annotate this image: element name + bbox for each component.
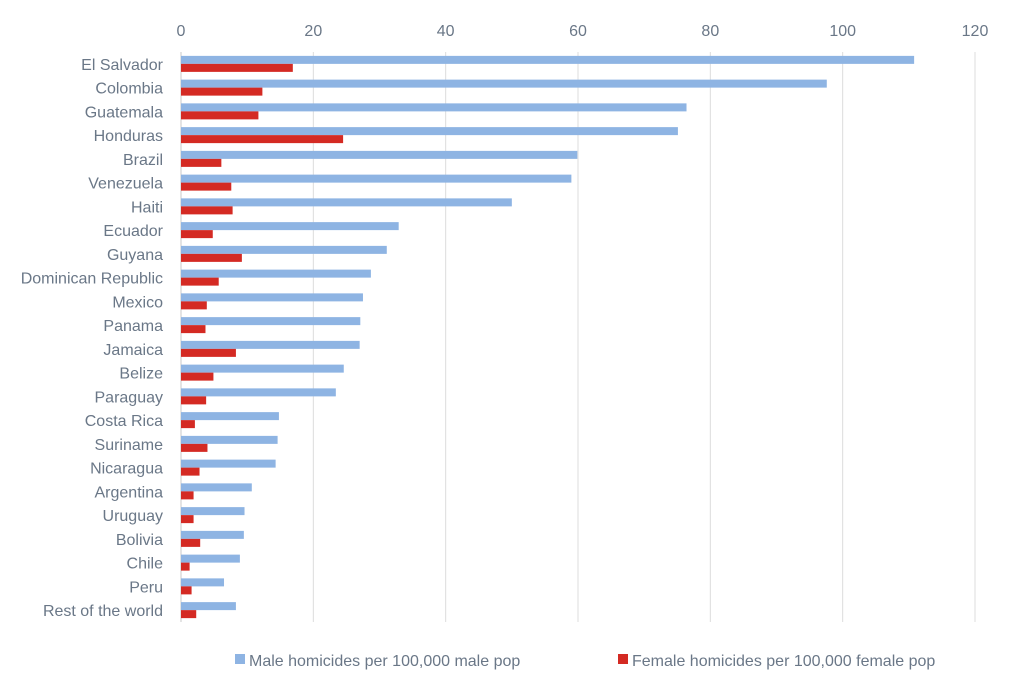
category-label: Argentina	[95, 484, 164, 501]
bar-male	[181, 530, 244, 539]
category-label: Nicaragua	[90, 461, 163, 478]
bar-female	[181, 491, 194, 500]
bar-male	[181, 435, 278, 444]
category-label: Suriname	[95, 437, 164, 454]
bar-female	[181, 158, 222, 167]
x-tick-label: 40	[437, 23, 455, 40]
category-label: Costa Rica	[85, 413, 163, 430]
x-axis-ticks: 0 20 40 60 80 100 120	[177, 23, 989, 40]
bar-female	[181, 111, 259, 120]
bar-male	[181, 127, 678, 136]
category-label: Bolivia	[116, 532, 163, 549]
bar-female	[181, 372, 214, 381]
category-label: Belize	[119, 366, 163, 383]
legend-swatch-male	[235, 654, 245, 664]
bar-male	[181, 578, 225, 587]
legend-swatch-female	[618, 654, 628, 664]
bar-female	[181, 182, 232, 191]
category-label: Uruguay	[103, 508, 163, 525]
bar-male	[181, 293, 363, 302]
bar-female	[181, 610, 197, 619]
category-label: Colombia	[95, 81, 163, 98]
bar-female	[181, 206, 233, 215]
bar-female	[181, 63, 293, 72]
bar-female	[181, 396, 207, 405]
category-label: El Salvador	[81, 57, 163, 74]
bar-female	[181, 277, 219, 286]
category-labels: El Salvador Colombia Guatemala Honduras Braz…	[21, 57, 164, 620]
category-label: Guatemala	[85, 104, 163, 121]
x-tick-label: 120	[962, 23, 989, 40]
bar-female	[181, 586, 192, 595]
bars	[181, 55, 915, 619]
legend-label-male: Male homicides per 100,000 male pop	[249, 653, 520, 670]
bar-female	[181, 301, 207, 310]
legend: Male homicides per 100,000 male pop Fema…	[235, 653, 935, 670]
bar-female	[181, 135, 344, 144]
bar-female	[181, 348, 236, 357]
bar-female	[181, 467, 200, 476]
x-tick-label: 100	[829, 23, 856, 40]
x-tick-label: 80	[701, 23, 719, 40]
gridlines	[180, 52, 976, 622]
bar-male	[181, 388, 336, 397]
bar-male	[181, 198, 512, 207]
category-label: Haiti	[131, 199, 163, 216]
bar-male	[181, 507, 245, 516]
bar-female	[181, 443, 208, 452]
bar-female	[181, 420, 195, 429]
bar-male	[181, 245, 387, 254]
category-label: Honduras	[94, 128, 163, 145]
bar-male	[181, 412, 279, 421]
bar-female	[181, 87, 263, 96]
bar-female	[181, 515, 194, 524]
category-label: Rest of the world	[43, 603, 163, 620]
bar-male	[181, 317, 361, 326]
bar-male	[181, 340, 360, 349]
bar-male	[181, 174, 572, 183]
category-label: Mexico	[112, 294, 163, 311]
bar-male	[181, 79, 827, 88]
bar-male	[181, 554, 240, 563]
category-label: Guyana	[107, 247, 163, 264]
category-label: Dominican Republic	[21, 271, 163, 288]
bar-female	[181, 562, 190, 571]
bar-male	[181, 222, 399, 231]
bar-male	[181, 269, 371, 278]
x-tick-label: 0	[177, 23, 186, 40]
category-label: Peru	[129, 579, 163, 596]
category-label: Venezuela	[88, 176, 163, 193]
bar-male	[181, 483, 252, 492]
bar-male	[181, 364, 344, 373]
bar-female	[181, 325, 206, 334]
bar-female	[181, 253, 242, 262]
category-label: Brazil	[123, 152, 163, 169]
bar-female	[181, 230, 213, 239]
category-label: Paraguay	[95, 389, 164, 406]
x-tick-label: 20	[304, 23, 322, 40]
bar-male	[181, 150, 578, 159]
bar-male	[181, 55, 915, 64]
category-label: Panama	[103, 318, 163, 335]
category-label: Chile	[127, 556, 164, 573]
bar-male	[181, 459, 276, 468]
bar-female	[181, 538, 201, 547]
bar-male	[181, 103, 687, 112]
x-tick-label: 60	[569, 23, 587, 40]
bar-male	[181, 602, 236, 611]
legend-label-female: Female homicides per 100,000 female pop	[632, 653, 935, 670]
category-label: Ecuador	[103, 223, 163, 240]
category-label: Jamaica	[103, 342, 163, 359]
